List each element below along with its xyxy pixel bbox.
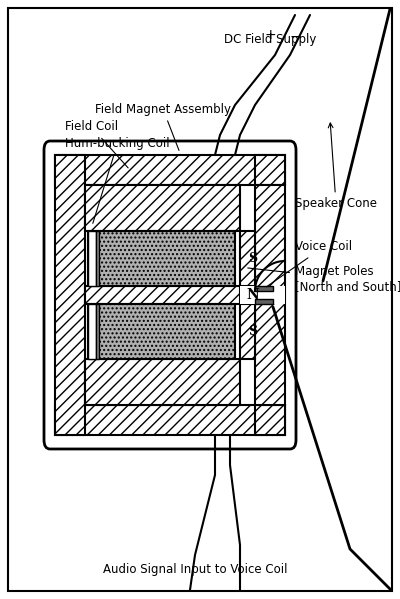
- Text: Field Coil: Field Coil: [65, 120, 128, 168]
- Bar: [88, 304, 96, 359]
- Text: Hum-bucking Coil: Hum-bucking Coil: [65, 138, 170, 223]
- Text: Voice Coil: Voice Coil: [266, 241, 352, 287]
- Text: Speaker Cone: Speaker Cone: [295, 123, 377, 210]
- Text: Audio Signal Input to Voice Coil: Audio Signal Input to Voice Coil: [103, 562, 287, 576]
- Bar: [255, 185, 285, 405]
- Bar: [240, 231, 255, 286]
- Bar: [96, 304, 99, 359]
- Bar: [85, 359, 240, 405]
- Bar: [55, 155, 85, 435]
- Bar: [255, 155, 285, 185]
- Text: DC Field Supply: DC Field Supply: [224, 32, 316, 46]
- Text: Field Magnet Assembly: Field Magnet Assembly: [95, 102, 231, 150]
- Bar: [85, 185, 240, 231]
- Bar: [55, 405, 285, 435]
- Text: N: N: [246, 288, 259, 302]
- Text: S: S: [248, 252, 257, 265]
- Bar: [255, 405, 285, 435]
- Text: −: −: [289, 30, 301, 44]
- Bar: [240, 286, 285, 304]
- Text: Magnet Poles
[North and South]: Magnet Poles [North and South]: [248, 265, 400, 293]
- Bar: [96, 231, 99, 286]
- Bar: [85, 286, 240, 304]
- Bar: [255, 286, 273, 291]
- Bar: [88, 231, 235, 286]
- Text: S: S: [248, 325, 257, 338]
- Bar: [55, 155, 285, 185]
- Bar: [88, 231, 96, 286]
- Bar: [240, 304, 255, 359]
- Text: +: +: [264, 28, 276, 42]
- Bar: [88, 304, 235, 359]
- FancyBboxPatch shape: [44, 141, 296, 449]
- Bar: [255, 299, 273, 304]
